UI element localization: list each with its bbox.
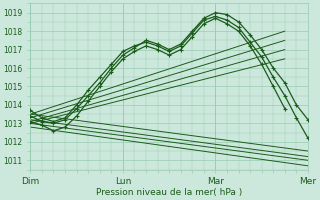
X-axis label: Pression niveau de la mer( hPa ): Pression niveau de la mer( hPa ) <box>96 188 242 197</box>
